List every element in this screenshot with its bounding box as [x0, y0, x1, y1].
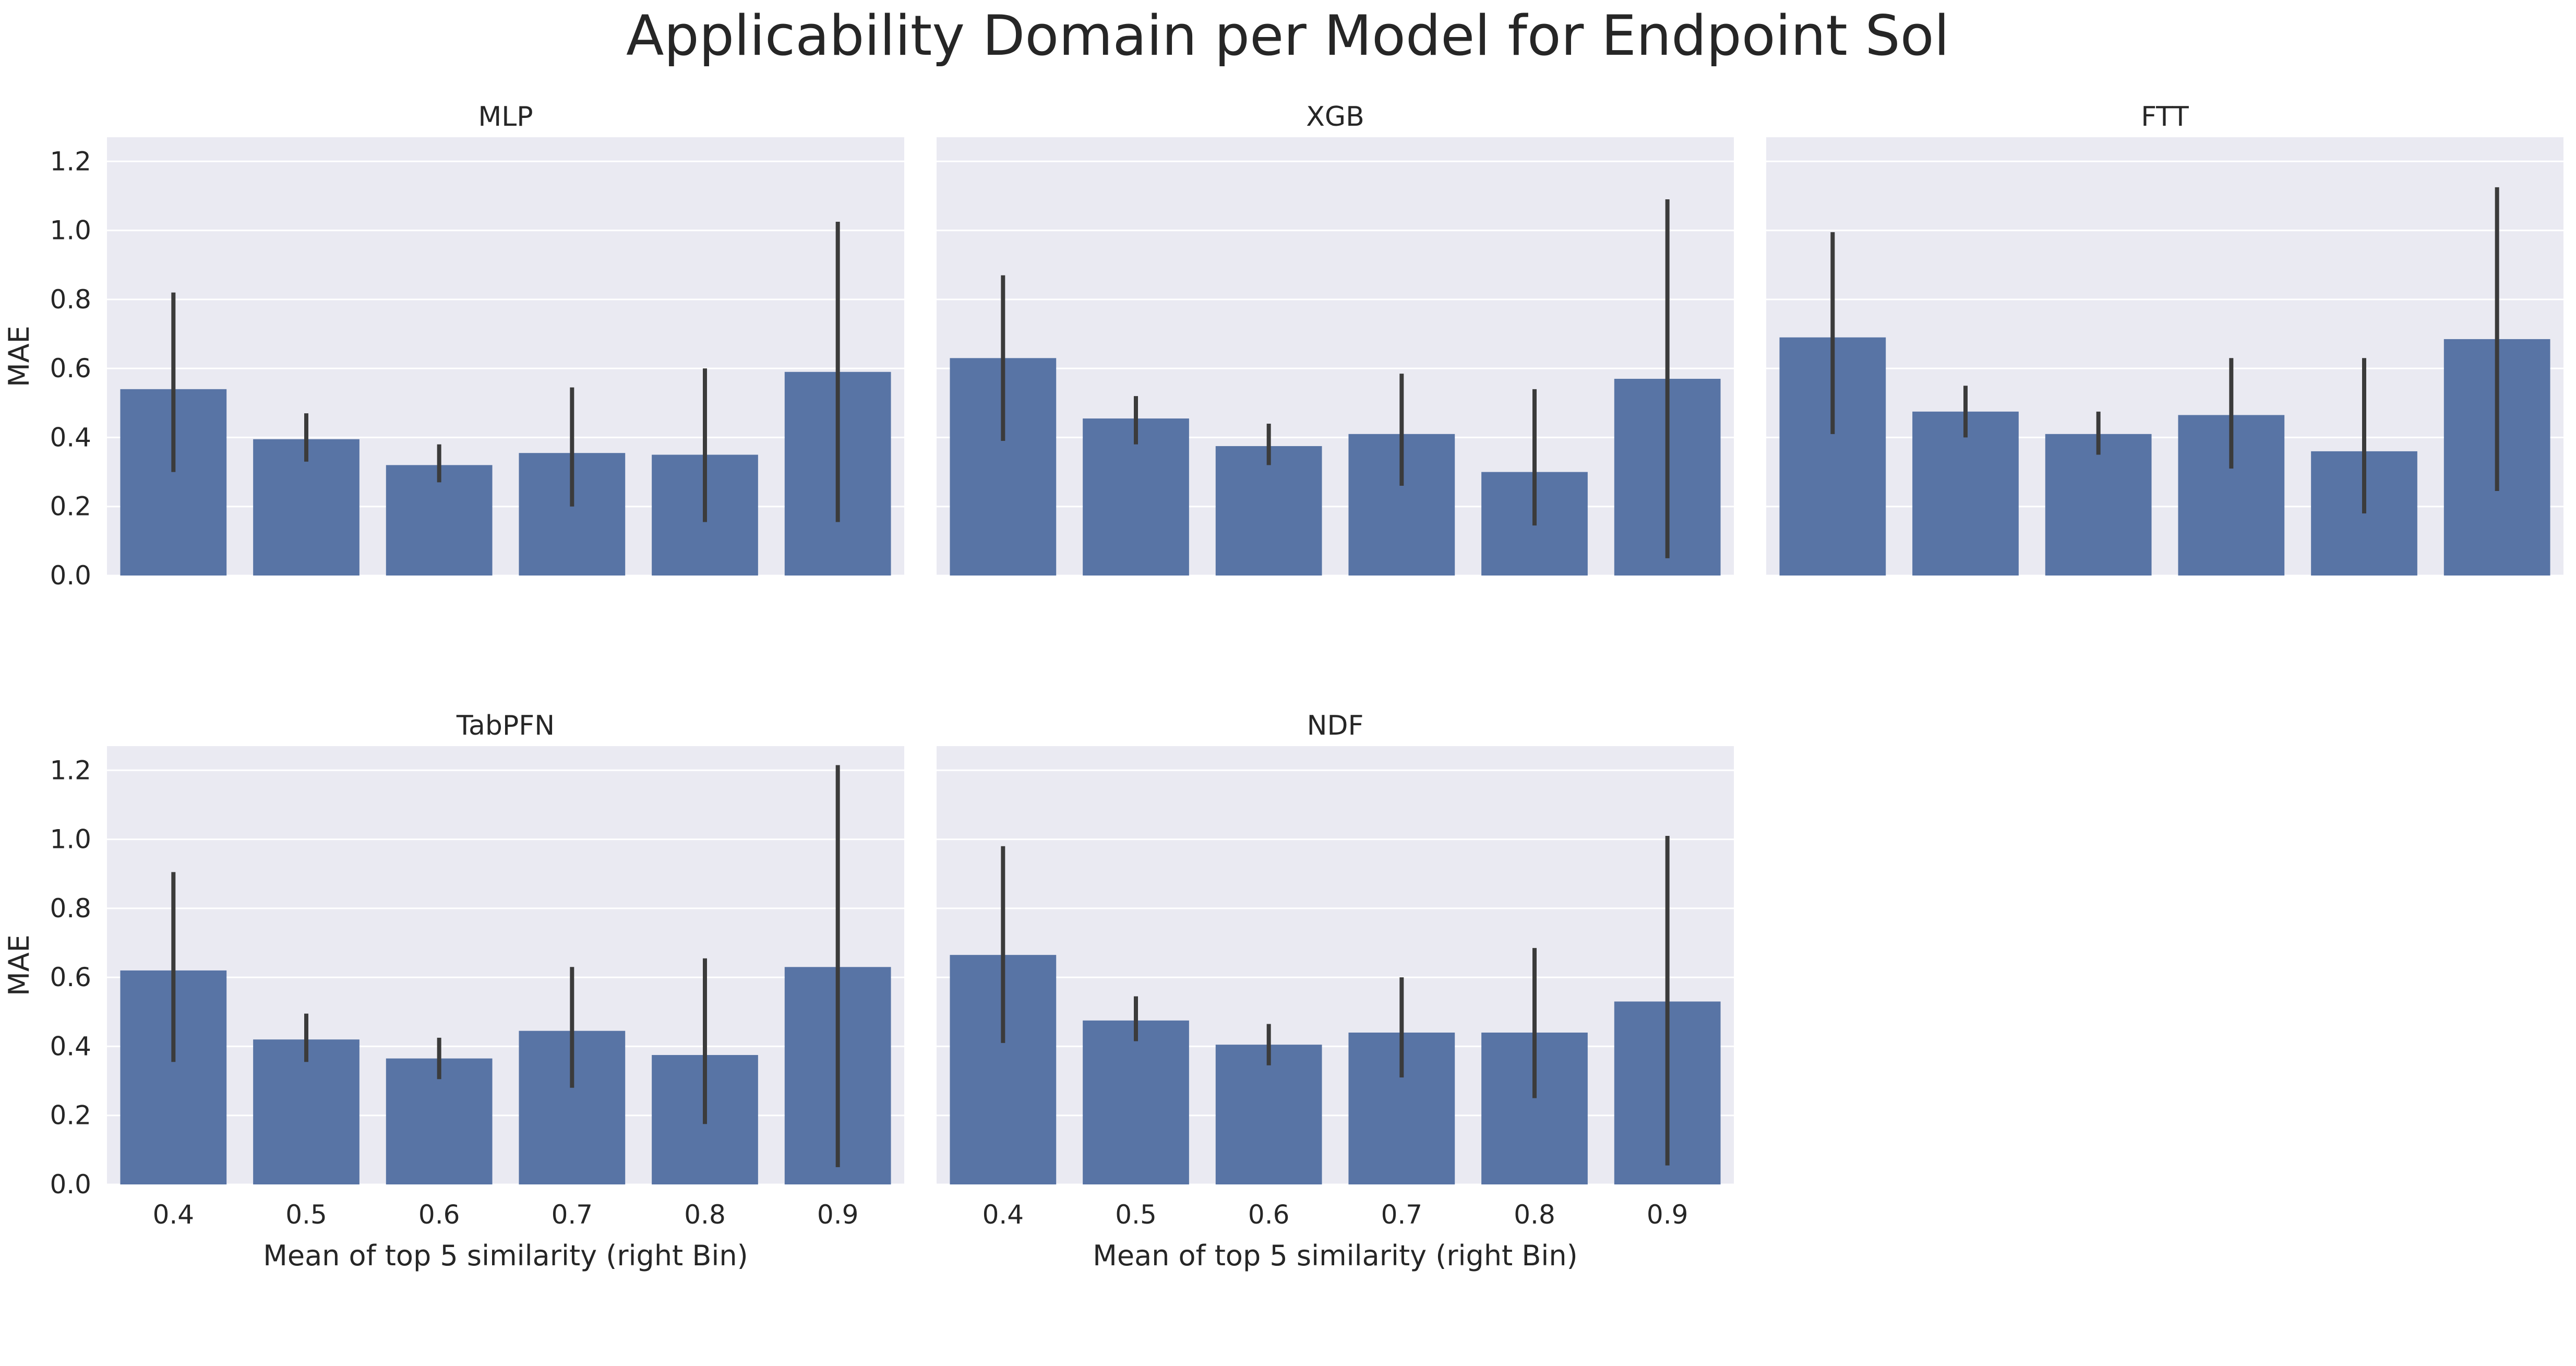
- x-tick-label: 0.7: [1381, 1200, 1423, 1230]
- chart-title: Applicability Domain per Model for Endpo…: [626, 4, 1949, 68]
- bar-mlp-0.5: [253, 439, 360, 576]
- bar-ftt-0.6: [2045, 434, 2152, 576]
- panel-title-mlp: MLP: [478, 101, 533, 133]
- y-tick-label: 0.8: [50, 284, 91, 315]
- x-tick-label: 0.9: [817, 1200, 859, 1230]
- panel-title-xgb: XGB: [1306, 101, 1364, 133]
- bar-xgb-0.6: [1215, 446, 1322, 576]
- y-tick-label: 1.2: [50, 755, 91, 785]
- panel-ftt: FTT: [1766, 101, 2563, 577]
- panel-background: [937, 746, 1734, 1184]
- panel-title-ndf: NDF: [1307, 710, 1364, 741]
- panel-ndf: NDF 0.4 0.5 0.6 0.7 0.8 0.9 Mean of top 5 simil…: [937, 710, 1734, 1272]
- x-tick-label: 0.4: [153, 1200, 195, 1230]
- y-tick-label: 0.6: [50, 353, 91, 384]
- x-tick-label: 0.8: [684, 1200, 726, 1230]
- bar-xgb-0.5: [1083, 418, 1189, 576]
- panel-mlp: MLP 0.0 0.2 0.4 0.6 0.8 1.0 1.2 MAE: [3, 101, 904, 591]
- panel-background: [107, 746, 904, 1184]
- x-tick-label: 0.6: [418, 1200, 460, 1230]
- y-tick-label: 0.0: [50, 1169, 91, 1200]
- x-axis-label: Mean of top 5 similarity (right Bin): [263, 1239, 748, 1272]
- y-axis-label: MAE: [3, 326, 35, 387]
- x-tick-label: 0.9: [1647, 1200, 1688, 1230]
- y-tick-label: 0.4: [50, 1031, 91, 1061]
- y-tick-label: 1.2: [50, 146, 91, 176]
- x-tick-label: 0.5: [1115, 1200, 1157, 1230]
- bar-ftt-0.5: [1912, 411, 2019, 576]
- y-tick-label: 0.0: [50, 560, 91, 591]
- panel-background: [107, 137, 904, 576]
- x-tick-label: 0.6: [1248, 1200, 1290, 1230]
- x-tick-label: 0.5: [285, 1200, 327, 1230]
- bar-ndf-0.6: [1215, 1045, 1322, 1184]
- panel-background: [1766, 137, 2563, 576]
- x-axis-label: Mean of top 5 similarity (right Bin): [1093, 1239, 1577, 1272]
- y-axis-label: MAE: [3, 934, 35, 996]
- y-tick-label: 0.4: [50, 422, 91, 452]
- y-tick-label: 0.8: [50, 893, 91, 924]
- y-tick-label: 1.0: [50, 215, 91, 246]
- panel-xgb: XGB: [937, 101, 1734, 577]
- panel-title-ftt: FTT: [2141, 101, 2189, 133]
- panels-group: MLP 0.0 0.2 0.4 0.6 0.8 1.0 1.2 MAE XGB FTT TabPFN 0…: [3, 101, 2563, 1272]
- y-tick-label: 1.0: [50, 824, 91, 855]
- x-tick-label: 0.7: [552, 1200, 593, 1230]
- y-tick-label: 0.2: [50, 492, 91, 522]
- bar-mlp-0.6: [386, 465, 493, 576]
- bar-tabpfn-0.6: [386, 1058, 493, 1184]
- panel-background: [937, 137, 1734, 576]
- y-tick-label: 0.6: [50, 962, 91, 992]
- bar-ndf-0.5: [1083, 1020, 1189, 1184]
- panel-title-tabpfn: TabPFN: [456, 710, 555, 741]
- panel-tabpfn: TabPFN 0.0 0.2 0.4 0.6 0.8 1.0 1.2 MAE 0.4 0.5 0.6 0…: [3, 710, 904, 1272]
- x-tick-label: 0.4: [983, 1200, 1024, 1230]
- bar-tabpfn-0.5: [253, 1039, 360, 1184]
- x-tick-label: 0.8: [1514, 1200, 1555, 1230]
- y-tick-label: 0.2: [50, 1100, 91, 1131]
